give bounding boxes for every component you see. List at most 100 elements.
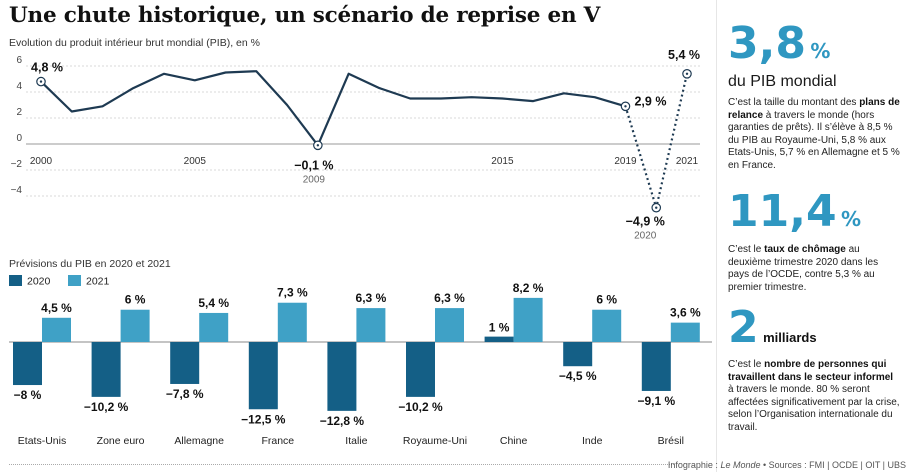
- gdp-line-chart: 6 4 2 0 −2 −4 2000 2005 2015 2019 2021 4,8 % −0,1 % 2…: [11, 48, 700, 242]
- annotation-dot: [39, 80, 43, 83]
- category-label: Allemagne: [174, 435, 224, 447]
- bar-2021-label: 6,3 %: [356, 291, 387, 305]
- y-tick-label: 2: [16, 107, 22, 118]
- bar-2020-label: −7,8 %: [166, 387, 204, 401]
- bar-2020-label: −12,5 %: [241, 412, 286, 426]
- bar-2020-label: −9,1 %: [637, 394, 675, 408]
- legend-swatch-2021: [68, 275, 81, 286]
- stat-unemployment-value: 11,4: [728, 186, 837, 237]
- annotation-label: −0,1 %: [294, 158, 333, 172]
- x-tick-label: 2005: [184, 156, 207, 167]
- bar-2021-label: 4,5 %: [41, 301, 72, 315]
- gdp-series-line: [40, 70, 626, 147]
- bar-2021: [356, 308, 386, 342]
- bar-2020: [91, 342, 121, 397]
- y-tick-label: 6: [16, 55, 22, 66]
- bar-2020-label: −4,5 %: [559, 369, 597, 383]
- stat-gdp-label: du PIB mondial: [728, 73, 837, 90]
- bar-2020: [327, 342, 357, 411]
- stat-informal-value: 2: [728, 302, 759, 353]
- stat-unemployment-unit: %: [841, 207, 862, 231]
- bar-2021: [592, 309, 622, 342]
- stat-informal-description: C’est le nombre de personnes qui travail…: [728, 359, 900, 434]
- bar-2021-label: 6,3 %: [434, 291, 465, 305]
- y-tick-label: 0: [16, 133, 22, 144]
- stat-informal-unit: milliards: [763, 330, 817, 345]
- credit-sources: • Sources : FMI | OCDE | OIT | UBS: [760, 460, 906, 470]
- credit-outlet: Le Monde: [720, 460, 761, 470]
- desc-text: à travers le monde (hors garanties de pr…: [728, 109, 900, 171]
- desc-bold: taux de chômage: [764, 244, 846, 255]
- bar-2021: [435, 308, 464, 342]
- bar-2020: [170, 342, 200, 384]
- bar-2021-label: 7,3 %: [277, 286, 308, 300]
- source-credit: Infographie : Le Monde • Sources : FMI |…: [668, 460, 906, 470]
- x-tick-label: 2021: [676, 156, 699, 167]
- bar-2021-label: 3,6 %: [670, 306, 701, 320]
- bar-2021: [277, 302, 307, 342]
- bar-2021-label: 6 %: [596, 293, 617, 307]
- chart-title: Une chute historique, un scénario de rep…: [9, 3, 601, 28]
- bar-2020-label: −8 %: [14, 388, 42, 402]
- chart-subtitle: Evolution du produit intérieur brut mond…: [9, 37, 260, 49]
- bar-2021-label: 5,4 %: [198, 296, 229, 310]
- legend-label-2020: 2020: [27, 276, 51, 288]
- bar-2020: [563, 342, 593, 367]
- stat-unemployment: 11,4 %: [728, 186, 861, 237]
- annotation-label: 5,4 %: [668, 48, 700, 62]
- desc-bold: plans de relance: [728, 97, 900, 121]
- bar-2020: [248, 342, 278, 410]
- stat-unemployment-description: C’est le taux de chômage au deuxième tri…: [728, 244, 900, 294]
- y-tick-label: 4: [16, 81, 22, 92]
- y-tick-label: −2: [11, 159, 23, 170]
- category-label: Royaume-Uni: [403, 435, 467, 447]
- bar-2021: [199, 312, 229, 342]
- bar-2020: [641, 342, 671, 391]
- stat-gdp-value: 3,8: [728, 18, 806, 69]
- y-tick-label: −4: [11, 185, 23, 196]
- category-label: Etats-Unis: [18, 435, 66, 447]
- category-label: Chine: [500, 435, 528, 447]
- bar-chart-title: Prévisions du PIB en 2020 et 2021: [9, 258, 171, 270]
- desc-text: C’est le: [728, 244, 765, 255]
- gdp-forecast-bar-chart: Prévisions du PIB en 2020 et 2021 2020 202…: [9, 258, 712, 447]
- category-label: Inde: [582, 435, 603, 447]
- bar-2021: [513, 297, 543, 342]
- annotation-year: 2009: [303, 174, 326, 185]
- x-tick-label: 2000: [30, 156, 53, 167]
- bar-2021-label: 6 %: [125, 293, 146, 307]
- category-label: France: [261, 435, 294, 447]
- category-label: Brésil: [658, 435, 684, 447]
- bar-2020-label: 1 %: [489, 321, 510, 335]
- x-tick-label: 2015: [491, 156, 514, 167]
- annotation-dot: [655, 206, 658, 209]
- desc-text: C’est le: [728, 359, 765, 370]
- category-label: Zone euro: [97, 435, 145, 447]
- desc-text: C’est la taille du montant des: [728, 97, 860, 108]
- bar-2021: [670, 322, 700, 342]
- stat-informal-workers: 2 milliards: [728, 302, 817, 353]
- x-tick-label: 2019: [614, 156, 637, 167]
- annotation-dot: [624, 105, 627, 108]
- desc-text: au deuxième trimestre 2020 dans les pays…: [728, 244, 879, 293]
- annotation-dot: [316, 144, 320, 147]
- bar-2020-label: −12,8 %: [320, 414, 365, 428]
- legend-swatch-2020: [9, 275, 22, 286]
- stat-gdp-unit: %: [810, 39, 831, 63]
- key-figures-sidebar: 3,8 % du PIB mondial C’est la taille du …: [716, 0, 914, 472]
- credit-prefix: Infographie :: [667, 460, 721, 470]
- desc-text: à travers le monde. 80 % seront affectée…: [728, 384, 900, 433]
- annotation-year: 2020: [634, 231, 657, 242]
- sidebar-divider: [716, 0, 717, 472]
- annotation-label: 4,8 %: [31, 61, 63, 75]
- footer-dotted-rule: [9, 464, 674, 465]
- legend-label-2021: 2021: [86, 276, 110, 288]
- bar-2020: [13, 342, 42, 386]
- desc-bold: nombre de personnes qui travaillent dans…: [728, 359, 894, 383]
- bar-2020-label: −10,2 %: [84, 400, 129, 414]
- category-label: Italie: [345, 435, 367, 447]
- bar-2020: [406, 342, 435, 397]
- bar-2021-label: 8,2 %: [513, 281, 544, 295]
- annotation-label: 2,9 %: [634, 94, 666, 108]
- bar-2021: [42, 317, 71, 342]
